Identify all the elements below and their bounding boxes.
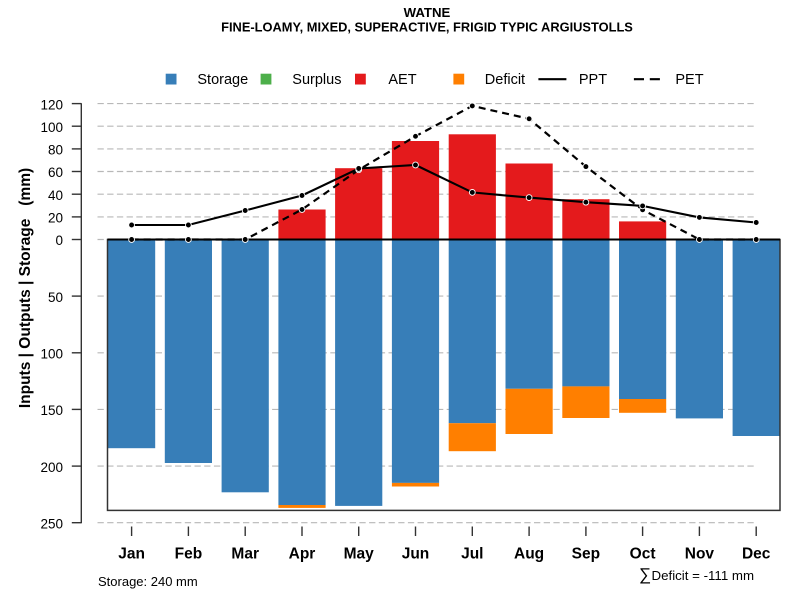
svg-text:Deficit = -111 mm: Deficit = -111 mm (652, 568, 755, 583)
svg-text:120: 120 (40, 97, 63, 112)
svg-text:Sep: Sep (572, 546, 600, 563)
svg-text:Dec: Dec (742, 546, 771, 563)
svg-text:FINE-LOAMY, MIXED, SUPERACTIVE: FINE-LOAMY, MIXED, SUPERACTIVE, FRIGID T… (221, 19, 633, 34)
svg-text:WATNE: WATNE (404, 5, 451, 20)
svg-text:Surplus: Surplus (292, 72, 341, 88)
svg-text:Storage: 240 mm: Storage: 240 mm (98, 574, 198, 589)
svg-text:PPT: PPT (579, 72, 607, 88)
svg-text:Nov: Nov (685, 546, 715, 563)
svg-text:Jun: Jun (402, 546, 430, 563)
svg-text:PET: PET (675, 72, 703, 88)
svg-text:Jul: Jul (461, 546, 483, 563)
svg-text:60: 60 (48, 165, 63, 180)
svg-text:Jan: Jan (118, 546, 145, 563)
svg-text:200: 200 (40, 460, 63, 475)
svg-text:Storage: Storage (197, 72, 248, 88)
svg-text:40: 40 (48, 188, 63, 203)
svg-text:Apr: Apr (289, 546, 316, 563)
svg-text:100: 100 (40, 120, 63, 135)
svg-text:250: 250 (40, 516, 63, 531)
svg-text:150: 150 (40, 403, 63, 418)
svg-text:Feb: Feb (175, 546, 203, 563)
svg-text:Inputs | Outputs | Storage (: Inputs | Outputs | Storage (mm) (17, 168, 34, 408)
svg-text:Deficit: Deficit (485, 72, 525, 88)
svg-text:0: 0 (55, 233, 63, 248)
svg-text:Mar: Mar (231, 546, 259, 563)
svg-text:Aug: Aug (514, 546, 544, 563)
svg-text:50: 50 (48, 290, 63, 305)
svg-text:Oct: Oct (630, 546, 656, 563)
svg-text:∑: ∑ (639, 565, 651, 584)
svg-text:80: 80 (48, 143, 63, 158)
svg-text:100: 100 (40, 347, 63, 362)
svg-text:May: May (344, 546, 375, 563)
svg-text:20: 20 (48, 211, 63, 226)
svg-text:AET: AET (388, 72, 416, 88)
